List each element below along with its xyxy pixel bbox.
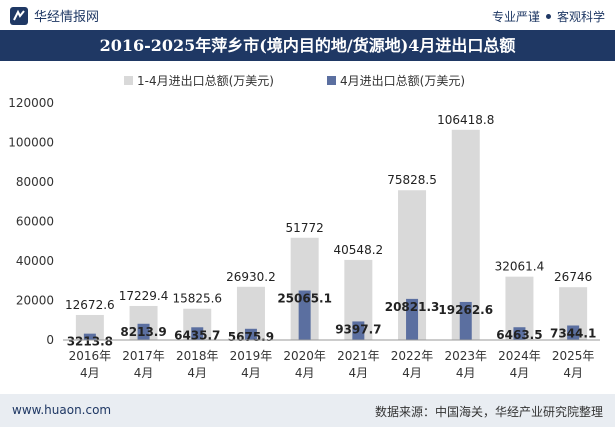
footer-site: www.huaon.com [12, 403, 112, 417]
tagline-dot-icon [545, 14, 551, 19]
tagline-left: 专业严谨 [491, 10, 540, 24]
bar-series-2 [567, 325, 580, 340]
y-tick-label: 0 [46, 333, 54, 347]
x-tick-label: 2024年 [498, 349, 541, 363]
x-tick-label: 2016年 [69, 349, 112, 363]
x-tick-label: 2017年 [122, 349, 165, 363]
y-tick-label: 80000 [16, 175, 54, 189]
huajing-logo-icon [10, 6, 28, 25]
x-tick-label: 4月 [510, 366, 530, 380]
brand: 华经情报网 [10, 6, 99, 25]
data-label-series-1: 26930.2 [226, 270, 276, 284]
x-tick-label: 4月 [134, 366, 154, 380]
bar-series-2 [298, 290, 311, 340]
data-label-series-2: 8213.9 [120, 325, 166, 339]
data-label-series-1: 32061.4 [495, 260, 545, 274]
x-tick-label: 2022年 [391, 349, 434, 363]
x-tick-label: 4月 [187, 366, 207, 380]
data-label-series-2: 19262.6 [438, 303, 493, 317]
data-label-series-2: 6463.5 [496, 328, 542, 342]
data-label-series-1: 15825.6 [172, 292, 222, 306]
x-tick-label: 4月 [456, 366, 476, 380]
x-tick-label: 2019年 [230, 349, 273, 363]
legend-label-series-2: 4月进出口总额(万美元) [340, 74, 465, 88]
x-tick-label: 2023年 [444, 349, 487, 363]
y-tick-label: 20000 [16, 294, 54, 308]
bar-series-2 [406, 298, 419, 340]
x-axis: 2016年 4月 2017年 4月 2018年 4月 2019年 4月 2020年 4月 2021年… [69, 349, 595, 380]
y-tick-label: 40000 [16, 254, 54, 268]
y-tick-label: 100000 [8, 136, 54, 150]
bar-series-2 [352, 321, 365, 340]
bars: 12672.6 3213.8 17229.4 8213.9 15825.6 6435.7 2… [65, 113, 596, 349]
top-bar: 华经情报网 专业严谨 客观科学 [0, 0, 615, 30]
y-tick-label: 120000 [8, 96, 54, 110]
x-tick-label: 2021年 [337, 349, 380, 363]
x-tick-label: 4月 [80, 366, 100, 380]
footer-source: 数据来源：中国海关，华经产业研究院整理 [374, 405, 603, 419]
data-label-series-1: 12672.6 [65, 298, 115, 312]
bar-series-2 [191, 327, 204, 340]
x-tick-label: 4月 [241, 366, 261, 380]
bar-series-2 [459, 301, 472, 340]
chart: 1-4月进出口总额(万美元) 4月进出口总额(万美元) 0 20000 40000 6… [8, 74, 600, 380]
bar-series-2 [83, 333, 96, 340]
data-label-series-1: 26746 [554, 270, 592, 284]
legend-label-series-1: 1-4月进出口总额(万美元) [137, 74, 274, 88]
x-tick-label: 4月 [295, 366, 315, 380]
y-axis: 0 20000 40000 60000 80000 100000 120000 [8, 96, 54, 347]
legend-swatch-series-1 [124, 76, 133, 85]
x-tick-label: 4月 [402, 366, 422, 380]
bar-series-2 [137, 323, 150, 340]
data-label-series-1: 51772 [286, 221, 324, 235]
legend-swatch-series-2 [327, 76, 336, 85]
x-tick-label: 4月 [563, 366, 583, 380]
data-label-series-2: 7344.1 [550, 326, 596, 340]
data-label-series-1: 106418.8 [437, 113, 494, 127]
tagline: 专业严谨 客观科学 [492, 8, 605, 25]
legend: 1-4月进出口总额(万美元) 4月进出口总额(万美元) [124, 74, 465, 88]
data-label-series-2: 9397.7 [335, 322, 381, 336]
data-label-series-1: 75828.5 [387, 173, 437, 187]
data-label-series-2: 5675.9 [228, 330, 274, 344]
data-label-series-1: 17229.4 [119, 289, 169, 303]
tagline-right: 客观科学 [556, 10, 605, 24]
bar-series-2 [244, 328, 257, 340]
footer: www.huaon.com 数据来源：中国海关，华经产业研究院整理 [0, 394, 615, 427]
data-label-series-2: 3213.8 [67, 335, 113, 349]
bar-series-2 [513, 327, 526, 340]
data-label-series-2: 6435.7 [174, 328, 220, 342]
y-tick-label: 60000 [16, 215, 54, 229]
brand-name: 华经情报网 [34, 10, 100, 25]
data-label-series-1: 40548.2 [334, 243, 384, 257]
data-label-series-2: 25065.1 [277, 291, 332, 305]
data-label-series-2: 20821.3 [385, 300, 440, 314]
chart-title: 2016-2025年萍乡市(境内目的地/货源地)4月进出口总额 [0, 30, 615, 61]
x-tick-label: 2018年 [176, 349, 219, 363]
x-tick-label: 2025年 [552, 349, 595, 363]
x-tick-label: 4月 [349, 366, 369, 380]
x-tick-label: 2020年 [283, 349, 326, 363]
